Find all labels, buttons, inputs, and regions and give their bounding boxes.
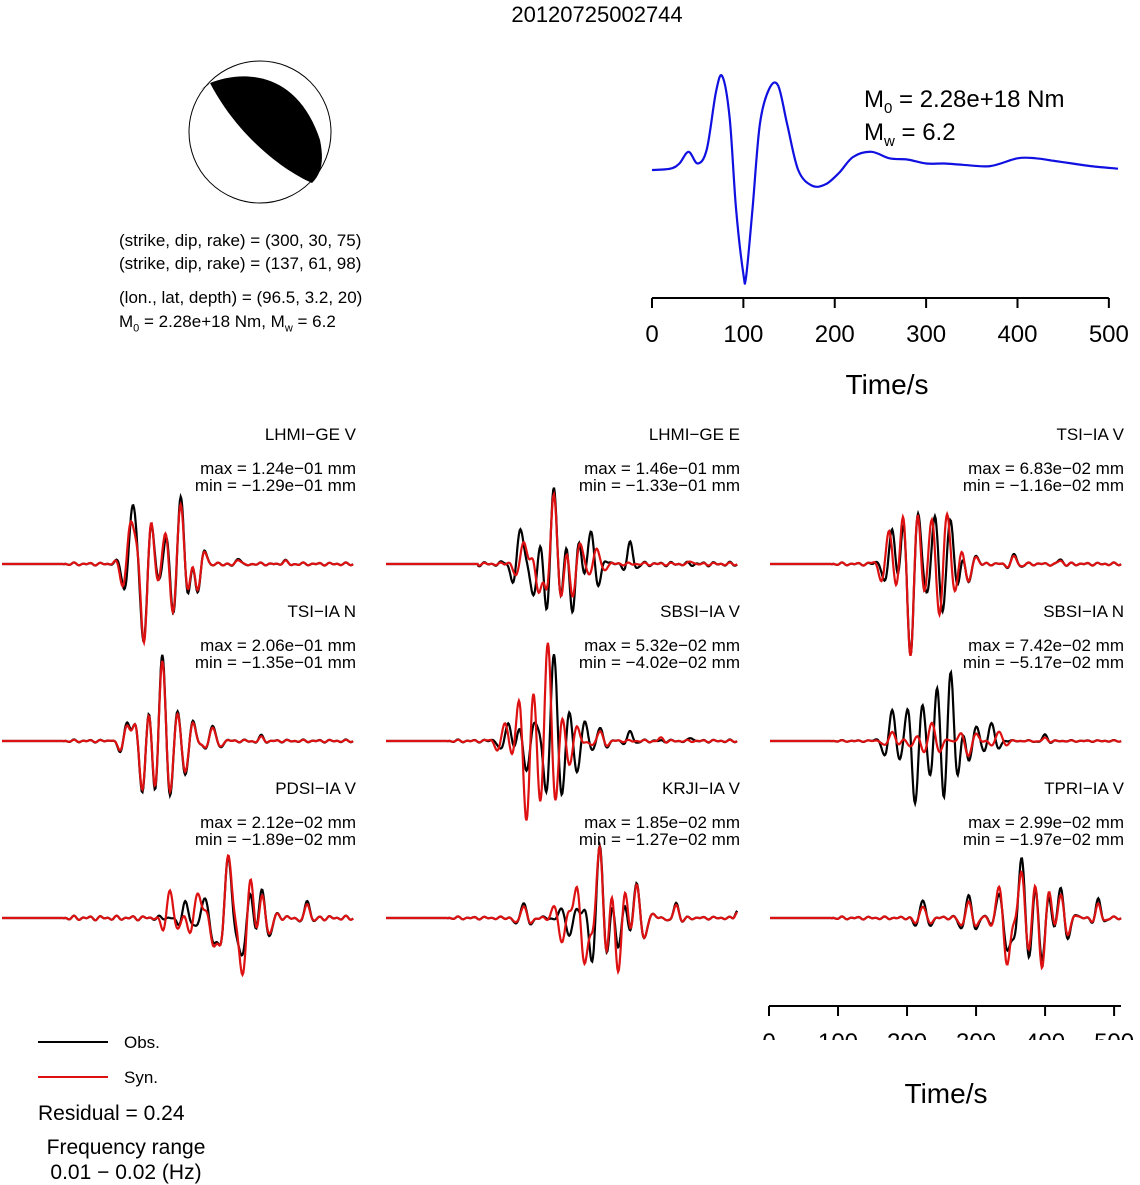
synthetic-trace xyxy=(386,843,739,976)
station-max: max = 1.46e−01 mm xyxy=(584,459,740,478)
station-label: KRJI−IA V xyxy=(662,779,741,798)
station-min: min = −1.29e−01 mm xyxy=(195,476,356,495)
mechanism-line-3: (lon., lat, depth) = (96.5, 3.2, 20) xyxy=(119,288,363,307)
station-max: max = 1.85e−02 mm xyxy=(584,813,740,832)
station-label: TSI−IA V xyxy=(1056,425,1124,444)
station-min: min = −1.97e−02 mm xyxy=(963,830,1124,849)
station-max: max = 7.42e−02 mm xyxy=(968,636,1124,655)
synthetic-trace xyxy=(2,500,354,647)
station-label: LHMI−GE E xyxy=(649,425,740,444)
observed-trace xyxy=(770,857,1122,963)
wave-tick-label: 0 xyxy=(762,1029,775,1040)
stf-m0-label: M0 = 2.28e+18 Nm xyxy=(864,86,1065,117)
station-label: LHMI−GE V xyxy=(265,425,357,444)
wave-tick-label: 500 xyxy=(1094,1029,1134,1040)
synthetic-trace xyxy=(386,642,738,821)
observed-trace xyxy=(2,654,354,800)
stf-tick-label: 200 xyxy=(815,321,855,348)
synthetic-trace xyxy=(770,721,1122,758)
stf-tick-label: 500 xyxy=(1089,321,1129,348)
station-label: SBSI−IA N xyxy=(1043,602,1124,621)
stf-mw-label: Mw = 6.2 xyxy=(864,119,956,150)
wave-tick-label: 300 xyxy=(956,1029,996,1040)
station-max: max = 2.06e−01 mm xyxy=(200,636,356,655)
legend xyxy=(38,1041,108,1078)
synthetic-trace xyxy=(386,490,738,598)
legend-observed-label: Obs. xyxy=(124,1033,160,1052)
wave-tick-label: 200 xyxy=(887,1029,927,1040)
wave-tick-label: 400 xyxy=(1025,1029,1065,1040)
stf-tick-label: 300 xyxy=(906,321,946,348)
frequency-label: Frequency range xyxy=(46,1136,206,1159)
residual-label: Residual = 0.24 xyxy=(38,1102,185,1125)
mechanism-line-2: (strike, dip, rake) = (137, 61, 98) xyxy=(119,254,362,273)
synthetic-trace xyxy=(2,660,354,795)
stf-tick-label: 100 xyxy=(723,321,763,348)
frequency-value: 0.01 − 0.02 (Hz) xyxy=(50,1161,202,1184)
station-max: max = 2.12e−02 mm xyxy=(200,813,356,832)
station-label: PDSI−IA V xyxy=(275,779,356,798)
synthetic-trace xyxy=(2,853,354,978)
beachball-compression xyxy=(210,76,322,183)
observed-trace xyxy=(386,841,739,964)
station-max: max = 2.99e−02 mm xyxy=(968,813,1124,832)
beachball xyxy=(188,60,332,204)
synthetic-trace xyxy=(770,869,1122,971)
wave-tick-label: 100 xyxy=(818,1029,858,1040)
station-min: min = −4.02e−02 mm xyxy=(579,653,740,672)
stf-tick-label: 0 xyxy=(645,321,658,348)
observed-trace xyxy=(2,854,354,957)
station-label: TPRI−IA V xyxy=(1044,779,1124,798)
source-time-function-plot: 0 100 200 300 400 500 xyxy=(645,74,1129,348)
mechanism-moment: M0 = 2.28e+18 Nm, Mw = 6.2 xyxy=(119,312,336,335)
stf-curve xyxy=(651,74,1119,285)
station-label: SBSI−IA V xyxy=(660,602,741,621)
station-min: min = −1.16e−02 mm xyxy=(963,476,1124,495)
wave-xlabel: Time/s xyxy=(904,1078,988,1109)
station-max: max = 6.83e−02 mm xyxy=(968,459,1124,478)
station-min: min = −1.33e−01 mm xyxy=(579,476,740,495)
stf-tick-label: 400 xyxy=(997,321,1037,348)
station-min: min = −1.27e−02 mm xyxy=(579,830,740,849)
stf-xlabel: Time/s xyxy=(845,369,929,400)
station-min: min = −1.89e−02 mm xyxy=(195,830,356,849)
station-label: TSI−IA N xyxy=(288,602,357,621)
page-title: 20120725002744 xyxy=(511,2,683,27)
synthetic-trace xyxy=(770,510,1122,657)
legend-synthetic-label: Syn. xyxy=(124,1068,159,1087)
station-min: min = −1.35e−01 mm xyxy=(195,653,356,672)
station-max: max = 1.24e−01 mm xyxy=(200,459,356,478)
mechanism-line-1: (strike, dip, rake) = (300, 30, 75) xyxy=(119,231,362,250)
station-max: max = 5.32e−02 mm xyxy=(584,636,740,655)
station-min: min = −5.17e−02 mm xyxy=(963,653,1124,672)
